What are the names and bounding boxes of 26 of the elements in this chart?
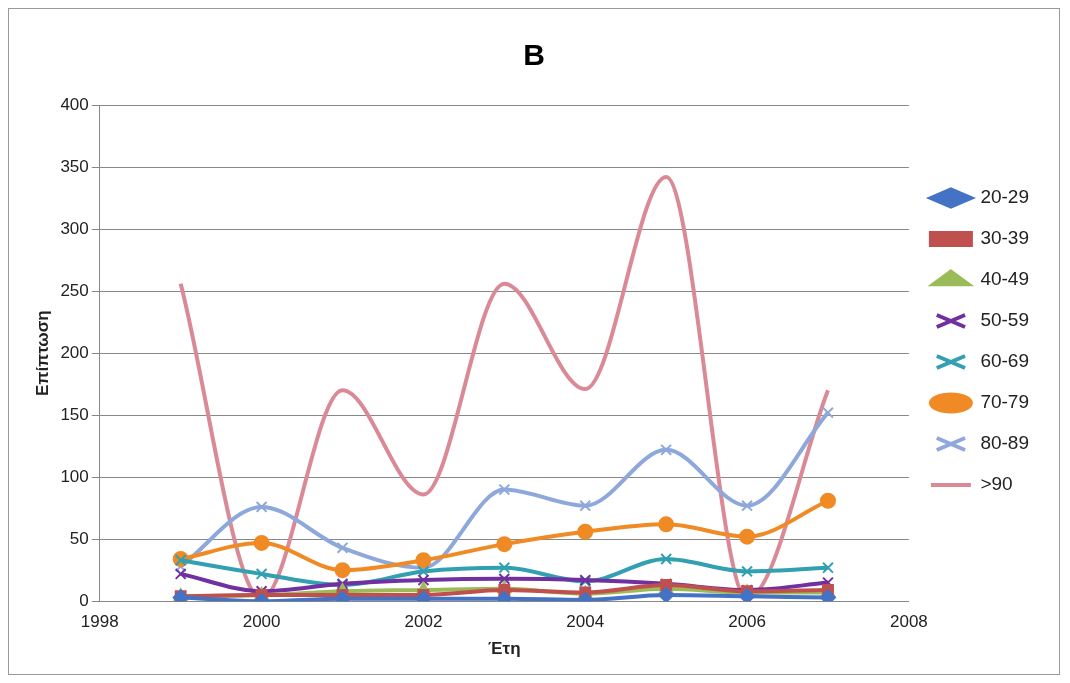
legend-label: 70-79 (980, 391, 1030, 413)
chart-title: B (523, 38, 545, 72)
x-tick-label: 2002 (404, 612, 443, 632)
y-axis-title: Επίπτωση (32, 310, 52, 396)
y-tick-label: 400 (60, 94, 89, 114)
y-tick-label: 250 (60, 280, 89, 300)
y-tick-label: 50 (69, 528, 89, 548)
y-tick-label: 350 (60, 156, 89, 176)
x-tick-label: 2008 (889, 612, 928, 632)
x-tick-label: 1998 (80, 612, 119, 632)
x-tick-label: 2006 (728, 612, 766, 632)
legend-label: 20-29 (980, 186, 1030, 208)
legend-label: 30-39 (980, 227, 1030, 249)
legend-label: >90 (980, 473, 1013, 495)
y-tick-label: 200 (60, 342, 89, 362)
x-tick-label: 2004 (566, 612, 605, 632)
x-tick-label: 2000 (242, 612, 281, 632)
y-tick-label: 300 (60, 218, 89, 238)
x-axis-title: Έτη (488, 639, 521, 659)
legend-label: 40-49 (980, 268, 1030, 290)
y-tick-label: 100 (60, 466, 89, 486)
legend-label: 50-59 (980, 309, 1030, 331)
legend-label: 60-69 (980, 350, 1030, 372)
y-tick-label: 0 (79, 590, 89, 610)
legend-label: 80-89 (980, 432, 1030, 454)
y-tick-label: 150 (60, 404, 89, 424)
